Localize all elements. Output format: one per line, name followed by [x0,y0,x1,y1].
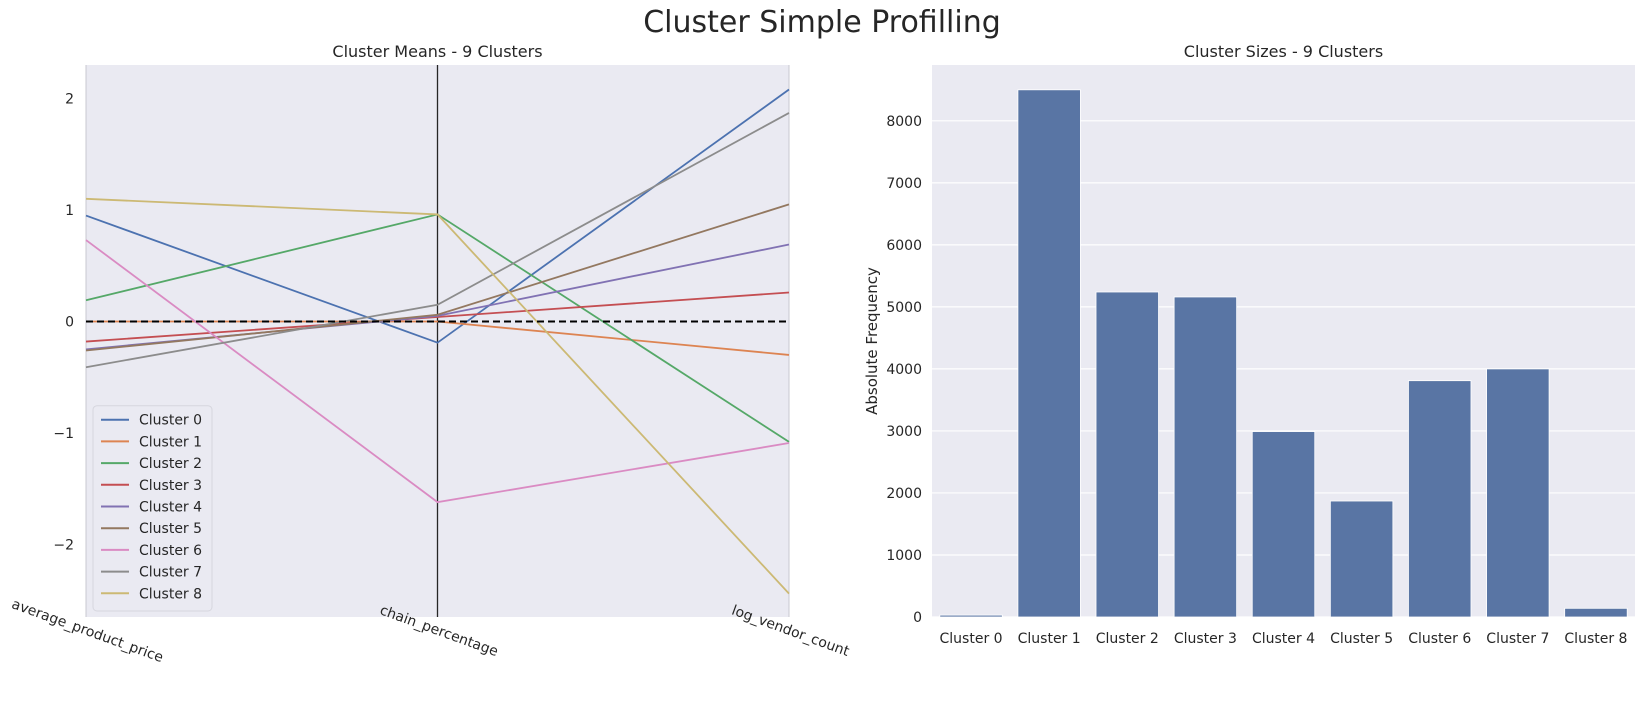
x-tick-label: Cluster 6 [1408,631,1471,647]
chart-title-means: Cluster Means - 9 Clusters [332,42,542,61]
bar [1251,431,1316,618]
x-tick-label: Cluster 5 [1330,631,1393,647]
legend-label: Cluster 2 [139,456,202,472]
legend-label: Cluster 5 [139,521,202,537]
y-tick-label: 8000 [886,114,922,130]
x-tick-label: Cluster 2 [1096,631,1159,647]
series-line [85,291,790,343]
y-tick-label: 0 [65,314,74,330]
series-line [85,197,790,595]
bar [1486,368,1550,618]
chart-title-sizes: Cluster Sizes - 9 Clusters [1184,42,1383,61]
sizes-content: 0 1000 2000 3000 4000 5000 6000 7000 8000 Cluster… [886,89,1635,647]
y-tick-label: 6000 [886,238,922,254]
legend-label: Cluster 7 [139,565,202,581]
series-line [86,320,790,356]
y-tick-label: 5000 [886,300,922,316]
legend-label: Cluster 6 [139,543,202,559]
y-tick-label: 1000 [886,548,922,564]
y-tick-label: 1 [65,203,74,219]
y-tick-label: 3000 [886,424,922,440]
legend-box [92,405,213,612]
y-axis-label-sizes: Absolute Frequency [863,267,881,415]
y-tick-label: 7000 [886,176,922,192]
series-line [85,239,790,504]
y-tick-label: 0 [913,610,922,626]
y-tick-label: 2000 [886,486,922,502]
bar [1017,89,1081,618]
x-tick-label: Cluster 7 [1486,631,1549,647]
y-tick-label: −1 [53,426,74,442]
y-tick-label: 4000 [886,362,922,378]
figure-title: Cluster Simple Profilling [643,5,1001,40]
cluster-means-chart: Cluster Means - 9 Clusters average_produ… [9,42,851,666]
y-tick-label: −2 [53,538,74,554]
bar [1564,607,1628,618]
legend-label: Cluster 0 [139,413,202,429]
x-tick-label: log_vendor_count [729,603,851,661]
x-tick-label: Cluster 8 [1564,631,1627,647]
bar [1329,500,1394,618]
x-tick-label: Cluster 0 [940,631,1003,647]
legend: Cluster 0 Cluster 1 Cluster 2 Cluster 3 Clus… [92,405,213,612]
cluster-sizes-chart: Cluster Sizes - 9 Clusters Absolute Freq… [863,42,1635,647]
x-tick-label: Cluster 4 [1252,631,1315,647]
series-line [85,203,790,352]
x-tick-label: Cluster 3 [1174,631,1237,647]
legend-label: Cluster 1 [139,434,202,450]
series-line [85,112,790,369]
bar [939,614,1003,618]
series-line [85,88,790,344]
bar [1095,291,1159,618]
x-tick-label: Cluster 1 [1018,631,1081,647]
bar [1408,380,1472,618]
legend-label: Cluster 3 [139,478,202,494]
legend-label: Cluster 8 [139,586,202,602]
y-tick-label: 2 [65,91,74,107]
bar [1173,296,1238,618]
legend-label: Cluster 4 [139,500,202,516]
